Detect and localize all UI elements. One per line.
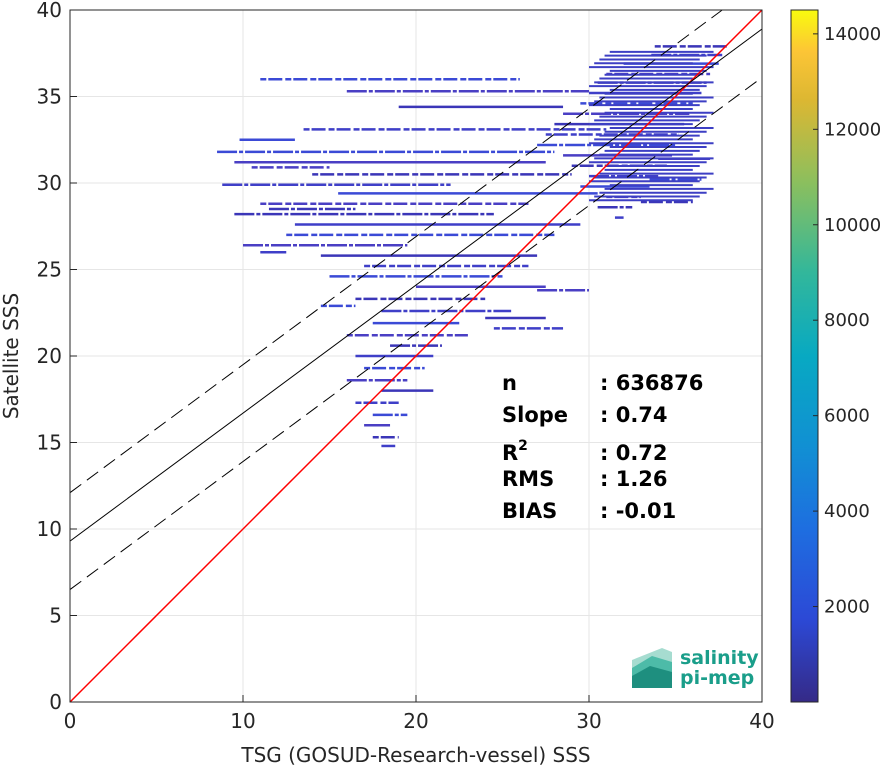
stat-value: : 0.72 <box>600 441 668 465</box>
colorbar-tick-label: 10000 <box>824 215 881 236</box>
y-tick-label: 25 <box>37 258 62 282</box>
y-axis-ticks: 0 5 10 15 20 25 30 35 40 <box>37 0 77 714</box>
x-tick-label: 40 <box>749 709 774 733</box>
logo: salinity pi-mep <box>632 647 759 689</box>
y-tick-label: 20 <box>37 344 62 368</box>
x-axis-label: TSG (GOSUD-Research-vessel) SSS <box>240 743 590 767</box>
wave-logo-icon <box>632 648 672 688</box>
stat-label: BIAS <box>502 499 557 523</box>
colorbar-tick-label: 2000 <box>824 597 870 618</box>
x-axis-ticks: 0 10 20 30 40 <box>64 695 775 733</box>
colorbar-ticks: 2000 4000 6000 8000 10000 12000 14000 <box>813 24 881 618</box>
y-axis-label: Satellite SSS <box>0 293 23 419</box>
colorbar-tick-label: 12000 <box>824 119 881 140</box>
x-tick-label: 0 <box>64 709 77 733</box>
regression-line <box>70 28 762 542</box>
stat-label: R2 <box>502 438 528 465</box>
stat-value: : 1.26 <box>600 467 668 491</box>
density-cloud <box>217 45 728 448</box>
x-tick-label: 20 <box>403 709 428 733</box>
stat-label: Slope <box>502 403 568 427</box>
y-tick-label: 40 <box>37 0 62 22</box>
colorbar-tick-label: 14000 <box>824 24 881 45</box>
logo-line1: salinity <box>680 647 759 669</box>
stat-value: : -0.01 <box>600 499 676 523</box>
logo-line2: pi-mep <box>680 667 754 689</box>
colorbar <box>790 9 819 703</box>
statistics-box: n : 636876 Slope : 0.74 R2 : 0.72 RMS : 1.26 BIA… <box>502 371 703 523</box>
fit-lines <box>70 10 762 702</box>
colorbar-tick-label: 6000 <box>824 406 870 427</box>
stat-label: RMS <box>502 467 554 491</box>
stat-label: n <box>502 371 517 395</box>
y-tick-label: 35 <box>37 85 62 109</box>
upper-bound-line <box>70 10 724 494</box>
y-tick-label: 15 <box>37 431 62 455</box>
x-tick-label: 10 <box>230 709 255 733</box>
lower-bound-line <box>70 77 762 590</box>
colorbar-tick-label: 8000 <box>824 310 870 331</box>
stat-value: : 636876 <box>600 371 703 395</box>
stat-value: : 0.74 <box>600 403 668 427</box>
y-tick-label: 0 <box>49 690 62 714</box>
y-tick-label: 30 <box>37 171 62 195</box>
identity-line <box>70 10 762 702</box>
stat-superscript: 2 <box>518 438 528 454</box>
y-tick-label: 5 <box>49 604 62 628</box>
x-tick-label: 30 <box>576 709 601 733</box>
colorbar-tick-label: 4000 <box>824 501 870 522</box>
y-tick-label: 10 <box>37 517 62 541</box>
